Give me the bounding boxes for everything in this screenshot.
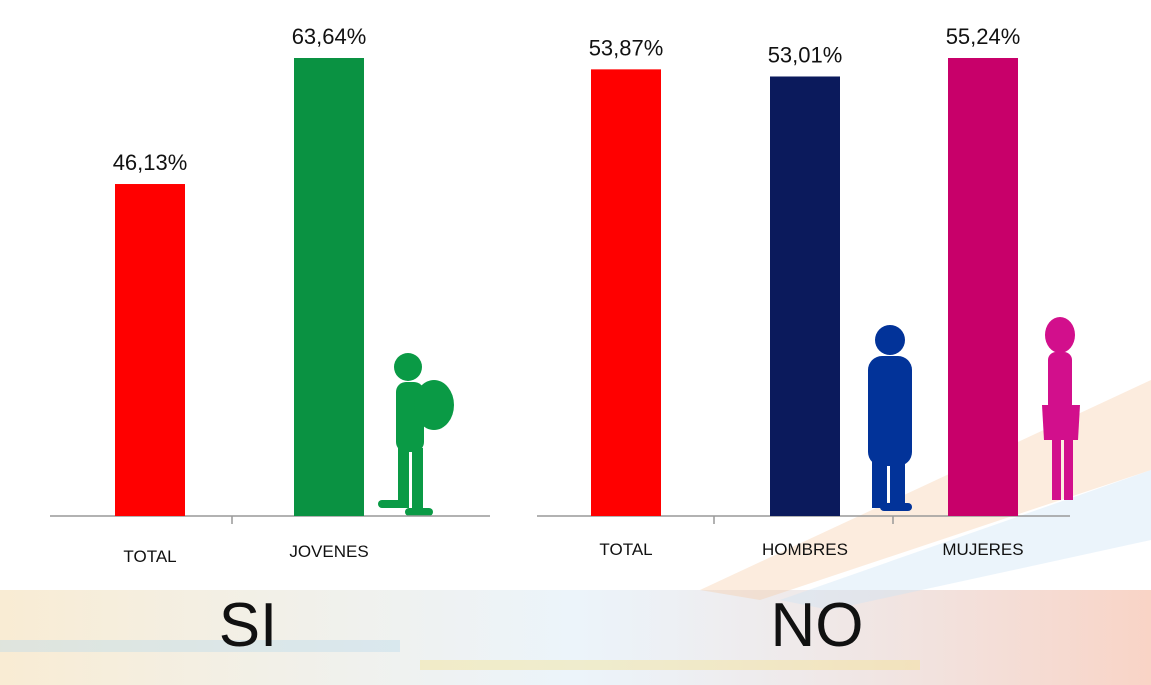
silhouette-child — [378, 353, 454, 516]
silhouette-man — [868, 325, 912, 511]
value-label: 63,64% — [292, 24, 367, 49]
value-label: 46,13% — [113, 150, 188, 175]
value-label: 53,87% — [589, 35, 664, 60]
category-label: HOMBRES — [762, 540, 848, 559]
category-label: TOTAL — [599, 540, 652, 559]
chart-title: SI — [219, 591, 278, 660]
value-label: 55,24% — [946, 24, 1021, 49]
bar — [948, 58, 1018, 516]
bar — [294, 58, 364, 516]
background-stripes — [0, 380, 1151, 685]
category-label: JOVENES — [289, 542, 368, 561]
category-label: MUJERES — [942, 540, 1023, 559]
bar — [770, 76, 840, 516]
value-label: 53,01% — [768, 42, 843, 67]
chart-title: NO — [771, 591, 864, 660]
bar — [115, 184, 185, 516]
category-label: TOTAL — [123, 547, 176, 566]
silhouette-woman — [1042, 317, 1080, 500]
bar — [591, 69, 661, 516]
